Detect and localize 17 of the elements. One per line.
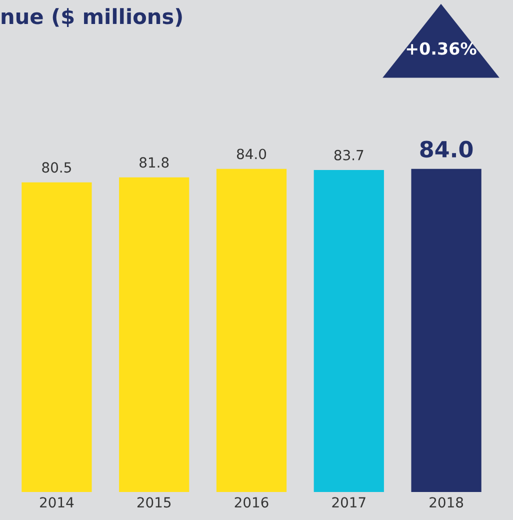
x-tick-label: 2014 bbox=[40, 497, 74, 508]
bar bbox=[119, 177, 190, 492]
bar bbox=[216, 168, 287, 492]
bar bbox=[411, 168, 482, 492]
data-label: 84.0 bbox=[236, 148, 266, 160]
x-tick-label: 2016 bbox=[234, 497, 268, 508]
bar bbox=[22, 182, 92, 492]
data-label: 83.7 bbox=[334, 150, 364, 160]
data-label: 81.8 bbox=[140, 157, 169, 168]
x-tick-label: 2015 bbox=[137, 497, 171, 508]
text: +0.36% bbox=[406, 42, 476, 55]
x-tick-label: 2017 bbox=[332, 497, 366, 508]
bar bbox=[314, 170, 384, 492]
data-label: 80.5 bbox=[42, 162, 71, 173]
data-label: 84.0 bbox=[420, 140, 473, 158]
chart-title: nue ($ millions) bbox=[2, 8, 182, 28]
x-tick-label: 2018 bbox=[430, 497, 464, 508]
